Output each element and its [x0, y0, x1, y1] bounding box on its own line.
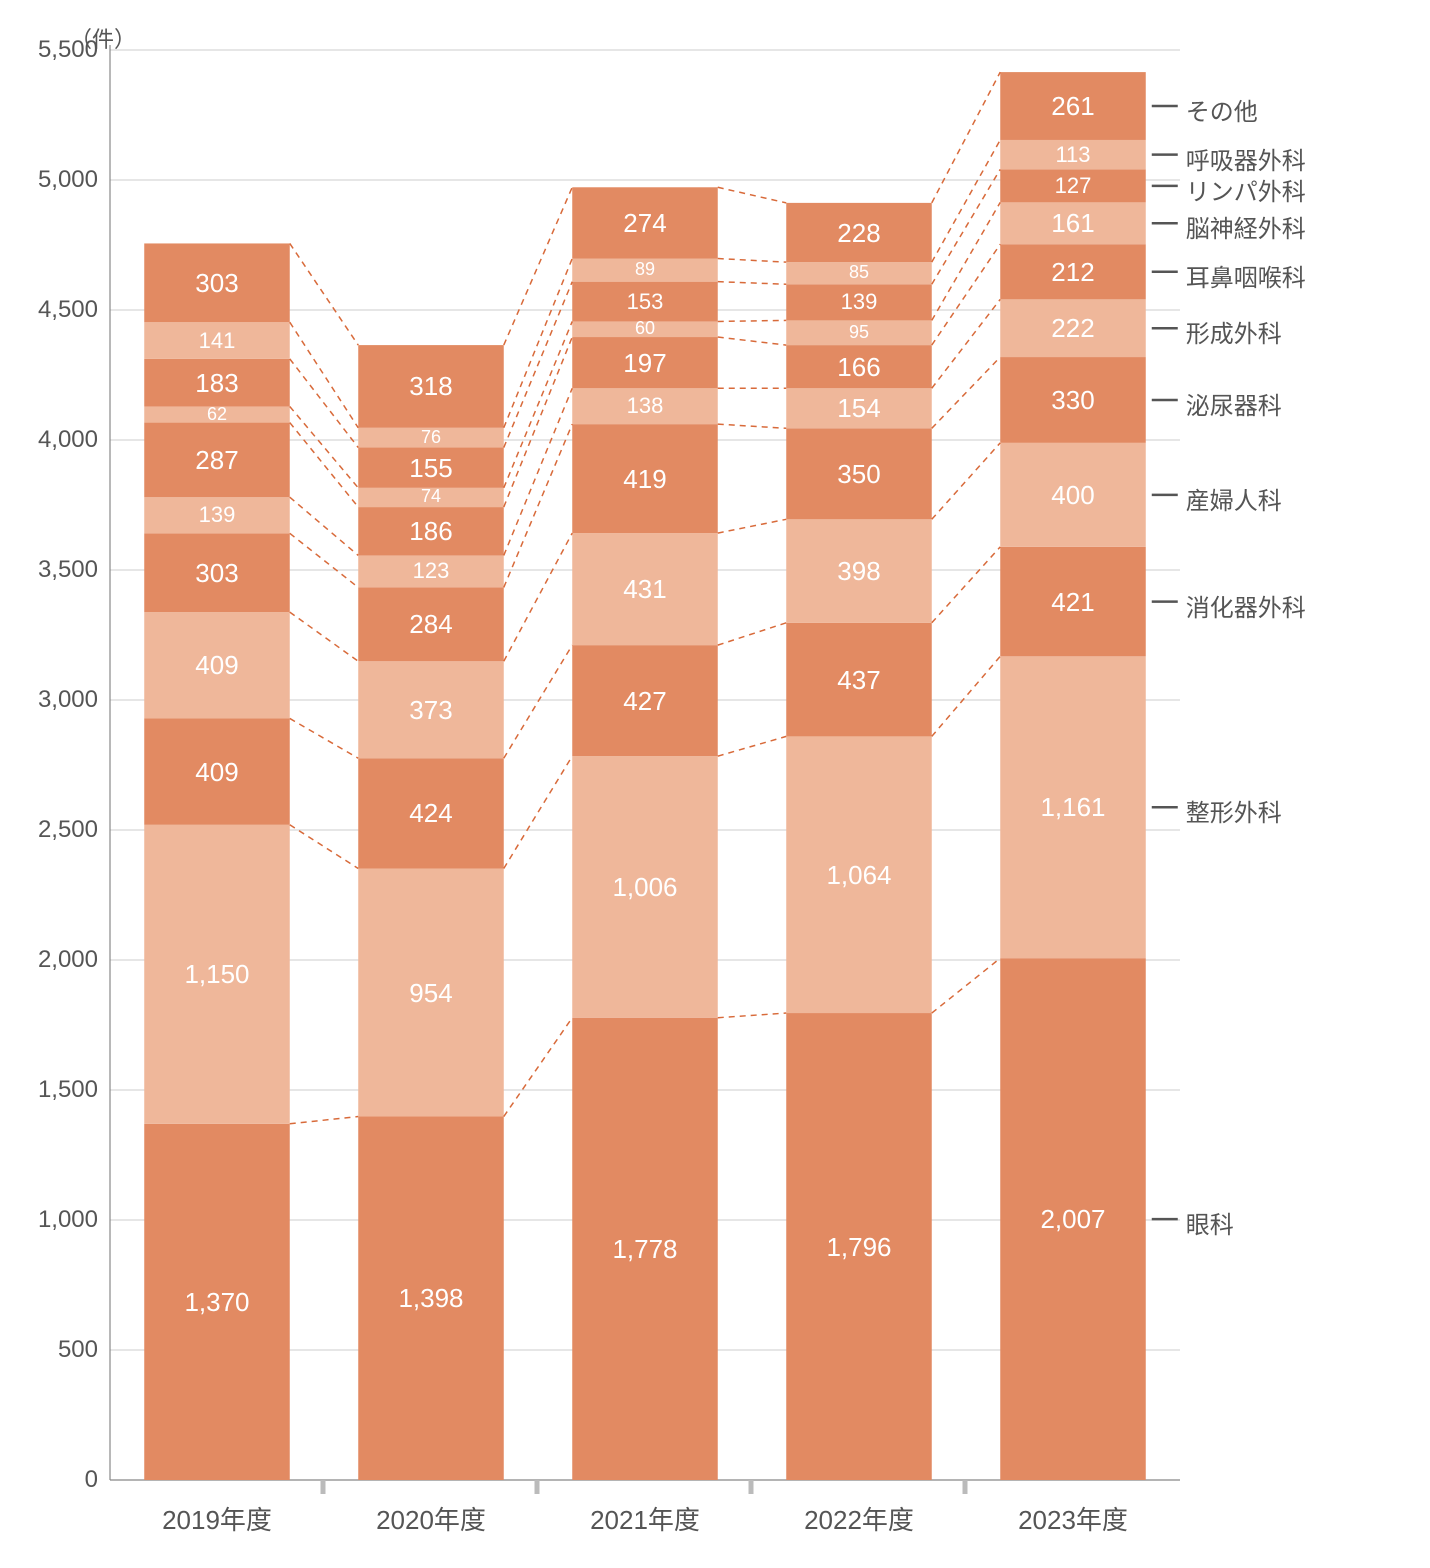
bar-seg [572, 321, 718, 337]
y-tick-2: 1,000 [20, 1206, 98, 1234]
bar-seg [1000, 202, 1146, 244]
bar-seg [358, 345, 504, 428]
bar-seg [786, 428, 932, 519]
y-tick-10: 5,000 [20, 166, 98, 194]
bar-seg [358, 868, 504, 1116]
bar-seg [786, 320, 932, 345]
bar-seg [572, 424, 718, 533]
y-axis-unit: （件） [70, 22, 136, 54]
chart-svg [20, 20, 1410, 1548]
x-label-4: 2023年度 [966, 1500, 1180, 1537]
category-label-rinpa: リンパ外科 [1186, 172, 1306, 207]
bar-seg [572, 645, 718, 756]
bar-seg [786, 736, 932, 1013]
stacked-bar-chart: 0 500 1,000 1,500 2,000 2,500 3,000 3,500 4,000 4… [20, 20, 1410, 1548]
bar-seg [144, 423, 290, 498]
bar-seg [358, 555, 504, 587]
bar-seg [572, 282, 718, 322]
y-tick-3: 1,500 [20, 1076, 98, 1104]
bar-seg [358, 661, 504, 758]
bar-seg [1000, 244, 1146, 299]
bar-seg [1000, 656, 1146, 958]
category-label-jibi: 耳鼻咽喉科 [1186, 258, 1306, 293]
bar-seg [1000, 547, 1146, 656]
bar-seg [572, 259, 718, 282]
bar-seg [144, 1124, 290, 1480]
bar-seg [786, 623, 932, 737]
bar-seg [786, 1013, 932, 1480]
bar-seg [144, 359, 290, 407]
bar-seg [1000, 72, 1146, 140]
category-label-noshinkei: 脳神経外科 [1186, 209, 1306, 244]
bar-seg [144, 406, 290, 422]
bar-seg [572, 1018, 718, 1480]
bar-seg [572, 533, 718, 645]
bar-seg [1000, 169, 1146, 202]
category-label-hinyoki: 泌尿器科 [1186, 386, 1282, 421]
category-label-sonota: その他 [1186, 92, 1258, 127]
category-label-shokaki: 消化器外科 [1186, 588, 1306, 623]
bar-seg [358, 758, 504, 868]
category-label-kokyuki: 呼吸器外科 [1186, 141, 1306, 176]
category-label-sanfujin: 産婦人科 [1186, 481, 1282, 516]
bar-seg [1000, 357, 1146, 443]
bar-seg [572, 756, 718, 1018]
bar-seg [572, 388, 718, 424]
x-label-1: 2020年度 [324, 1500, 538, 1537]
bar-seg [144, 497, 290, 533]
x-label-2: 2021年度 [538, 1500, 752, 1537]
x-label-0: 2019年度 [110, 1500, 324, 1537]
y-tick-7: 3,500 [20, 556, 98, 584]
y-tick-8: 4,000 [20, 426, 98, 454]
bar-seg [358, 1117, 504, 1480]
bar-seg [786, 345, 932, 388]
y-tick-0: 0 [20, 1466, 98, 1494]
y-tick-6: 3,000 [20, 686, 98, 714]
bar-seg [786, 203, 932, 262]
bar-seg [572, 337, 718, 388]
y-tick-9: 4,500 [20, 296, 98, 324]
bar-seg [144, 825, 290, 1124]
bar-seg [786, 388, 932, 428]
bar-seg [786, 284, 932, 320]
bar-seg [358, 507, 504, 555]
bar-seg [1000, 299, 1146, 357]
category-label-seikei: 整形外科 [1186, 793, 1282, 828]
bar-seg [144, 243, 290, 322]
y-tick-1: 500 [20, 1336, 98, 1364]
bar-seg [1000, 958, 1146, 1480]
bar-seg [144, 612, 290, 718]
bar-seg [1000, 140, 1146, 169]
bar-seg [786, 262, 932, 284]
bar-seg [358, 448, 504, 488]
y-tick-5: 2,500 [20, 816, 98, 844]
y-tick-4: 2,000 [20, 946, 98, 974]
bar-seg [144, 322, 290, 359]
bar-seg [358, 488, 504, 507]
bar-seg [786, 519, 932, 622]
x-label-3: 2022年度 [752, 1500, 966, 1537]
bar-seg [358, 587, 504, 661]
bar-seg [358, 428, 504, 448]
bar-seg [572, 187, 718, 258]
bar-seg [144, 533, 290, 612]
bar-seg [144, 718, 290, 824]
category-label-ganka: 眼科 [1186, 1205, 1234, 1240]
category-label-keisei: 形成外科 [1186, 314, 1282, 349]
bar-seg [1000, 443, 1146, 547]
